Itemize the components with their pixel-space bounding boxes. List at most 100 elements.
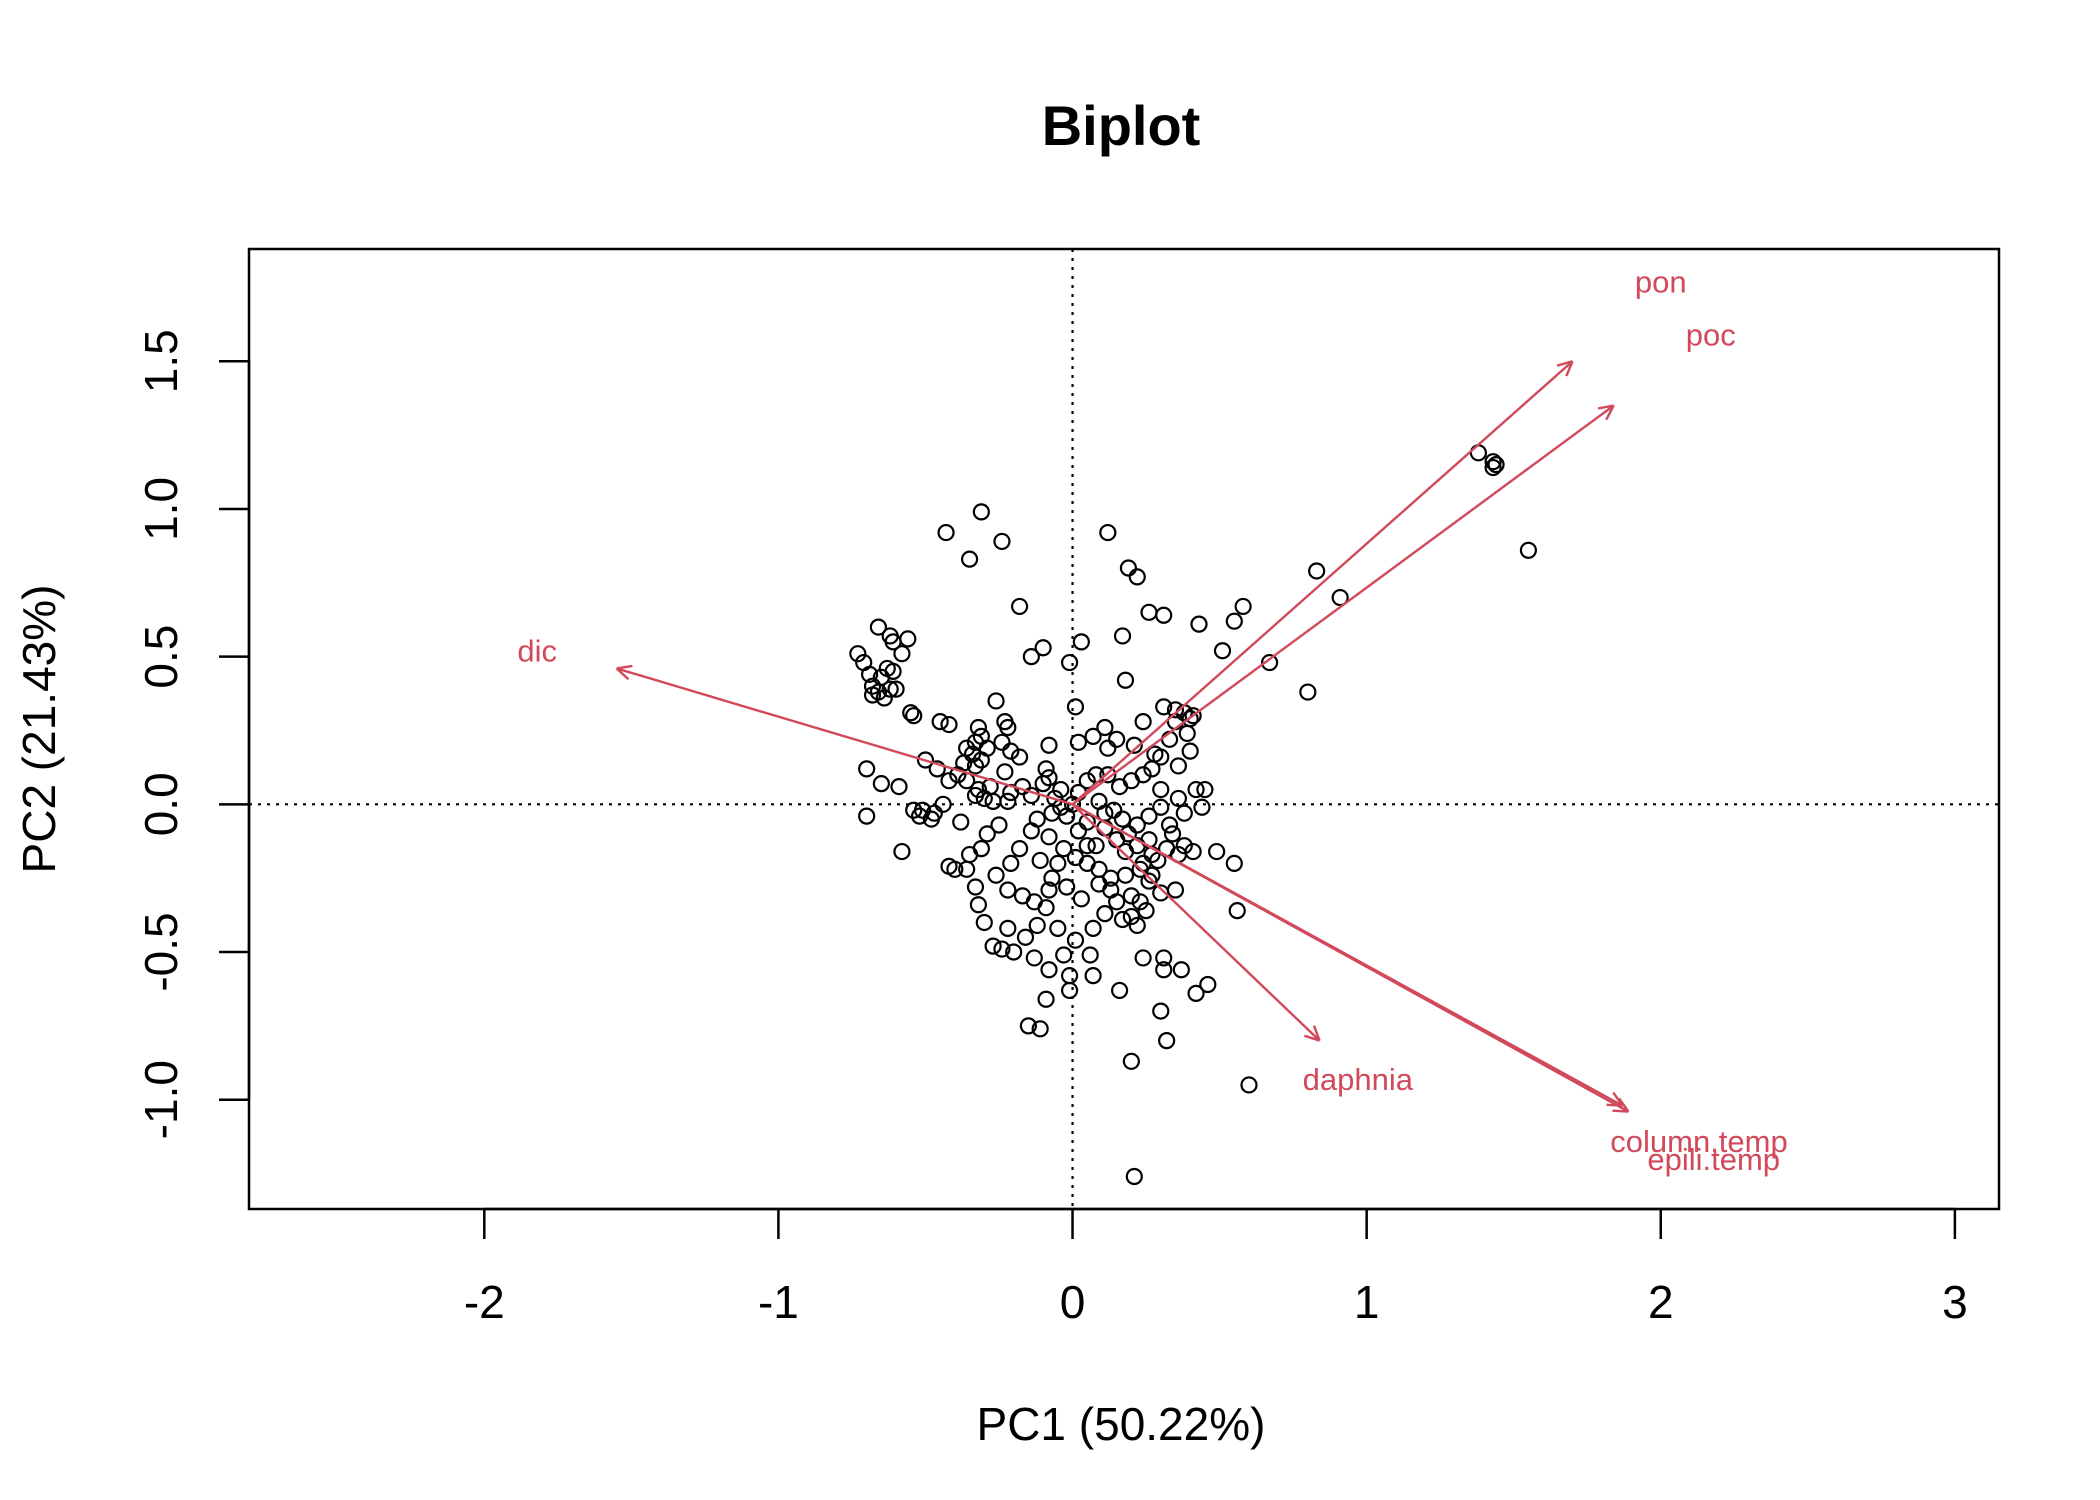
x-axis: -2 -1 0 1 2 3 [464,1207,1968,1328]
score-point [1137,902,1155,920]
score-point [1469,444,1488,462]
score-point [1049,854,1067,873]
score-point [1172,961,1190,979]
x-tick-label: 1 [1354,1276,1380,1328]
score-point [1060,653,1079,672]
score-point [1299,683,1317,701]
score-point [966,757,985,775]
arrow-head [1565,360,1574,377]
score-point [1119,559,1138,577]
score-point [1134,949,1152,967]
score-point [925,804,943,822]
x-tick-label: -2 [464,1276,505,1328]
score-point [934,795,952,813]
arrow-head [1612,1109,1629,1113]
score-point [893,645,911,663]
loading-label-dic: dic [517,634,557,669]
loading-arrow-poc [1071,404,1615,806]
arrow-head [1618,1097,1630,1113]
score-point [1069,822,1088,840]
score-point [1122,887,1140,905]
score-point [1166,881,1185,899]
score-point [999,881,1017,899]
loading-arrows [615,360,1630,1113]
score-point [966,878,985,896]
score-point [990,816,1008,834]
score-point [1125,736,1143,754]
score-point [1096,905,1114,923]
score-point [996,763,1014,781]
score-point [1034,639,1052,657]
score-point [1187,984,1205,1002]
score-point [905,707,923,725]
score-point [1163,825,1182,843]
score-point [1178,724,1196,743]
score-point [1122,907,1140,926]
score-point [1155,606,1173,624]
score-point [946,860,964,878]
score-point [969,718,988,737]
x-tick-label: 2 [1648,1276,1674,1328]
score-point [916,751,935,769]
score-point [975,789,993,808]
score-point [1081,946,1099,964]
score-point [1040,769,1058,787]
score-point [1066,931,1085,949]
score-point [1134,766,1152,784]
score-point [1099,523,1117,542]
score-point [940,715,958,734]
score-point [984,792,1002,810]
score-point [1260,653,1279,672]
score-point [1152,798,1170,816]
score-point [860,665,879,683]
score-point [1063,795,1082,813]
score-point [1128,816,1146,834]
score-point [1149,851,1167,870]
score-point [863,686,882,704]
score-point [1019,1017,1038,1035]
score-point [978,739,996,757]
score-point [1034,775,1052,793]
score-point [1131,860,1149,878]
score-point [1225,612,1243,630]
score-point [1184,707,1202,725]
score-point [849,645,867,663]
score-point [1116,671,1135,689]
score-point [1058,878,1076,896]
arrow-head [1605,404,1615,421]
arrow-head [616,664,633,670]
score-point [1025,949,1043,967]
score-point [1084,967,1102,985]
score-point [1002,742,1020,760]
score-point [1152,884,1170,902]
score-point [1037,760,1055,778]
score-point [1160,816,1179,834]
score-point [1099,766,1117,784]
score-point [902,704,920,722]
score-point [1110,981,1129,1000]
score-point [1049,919,1067,937]
score-point [899,630,917,648]
score-point [1043,804,1061,822]
score-point [858,807,876,825]
score-point [1128,916,1146,935]
score-point [1113,627,1132,645]
y-axis-label: PC2 (21.43%) [13,585,65,874]
score-point [1105,801,1123,819]
score-point [1140,603,1158,621]
score-point [987,866,1005,884]
loading-arrow-pon [1071,360,1574,806]
score-point [1240,1076,1258,1094]
score-point [1308,562,1326,580]
y-tick-label: -1.0 [135,1060,187,1139]
score-point [881,680,899,698]
score-point [1060,981,1079,1000]
score-point [1131,893,1149,911]
score-point [952,813,970,831]
score-point [1228,902,1246,920]
loading-arrow-daphnia [1071,803,1321,1042]
loading-label-daphnia: daphnia [1303,1062,1414,1097]
y-tick-label: 1.5 [135,329,187,393]
